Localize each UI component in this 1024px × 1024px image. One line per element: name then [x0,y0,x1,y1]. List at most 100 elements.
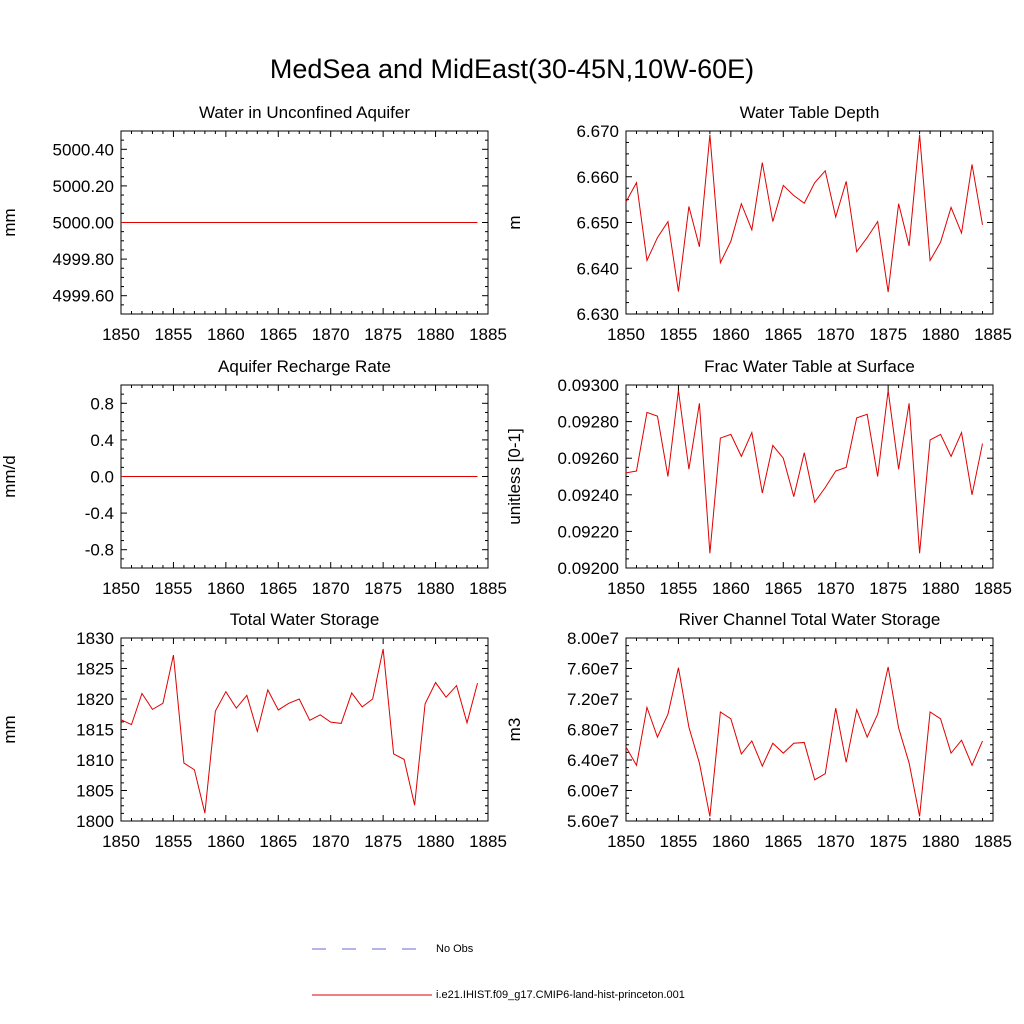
chart-4-ytick-label: 0.09240 [558,486,619,505]
chart-3: Aquifer Recharge Rate mm/d 1850 1855 1860 186… [0,357,507,598]
chart-1-ytick-label: 5000.40 [53,140,114,159]
chart-4-xtick-label: 1885 [974,579,1012,598]
chart-3-ytick-label: -0.8 [85,541,114,560]
chart-5-ytick-label: 1830 [76,629,114,648]
chart-6-title: River Channel Total Water Storage [679,610,941,629]
chart-1-xtick-label: 1860 [207,325,245,344]
chart-3-ylabel: mm/d [0,455,19,498]
chart-3-xtick-label: 1870 [312,579,350,598]
chart-4: Frac Water Table at Surface unitless [0-1… [505,357,1012,598]
chart-2-xtick-label: 1885 [974,325,1012,344]
chart-3-xtick-label: 1855 [155,579,193,598]
chart-4-ytick-label: 0.09300 [558,376,619,395]
chart-5-xtick-label: 1855 [155,832,193,851]
legend-model-line [312,994,432,996]
chart-3-xtick-label: 1865 [259,579,297,598]
chart-1-ytick-label: 5000.20 [53,177,114,196]
chart-4-xtick-label: 1875 [869,579,907,598]
chart-6-xtick-label: 1865 [764,832,802,851]
chart-4-xtick-label: 1880 [922,579,960,598]
chart-5-xtick-label: 1865 [259,832,297,851]
chart-5: Total Water Storage mm 1850 1855 1860 1865 187… [0,610,507,851]
chart-2-xtick-label: 1860 [712,325,750,344]
chart-5-ytick-label: 1820 [76,690,114,709]
chart-6-frame [625,637,994,822]
chart-6-ytick-label: 8.00e7 [567,629,619,648]
chart-4-xtick-label: 1850 [607,579,645,598]
legend-obs-label: No Obs [436,943,474,955]
chart-6-ytick-label: 7.20e7 [567,690,619,709]
chart-1-xtick-label: 1865 [259,325,297,344]
chart-4-ytick-label: 0.09260 [558,449,619,468]
chart-2-series-line [625,134,984,293]
chart-5-series-line [120,648,478,814]
chart-4-series-line [625,390,983,554]
chart-6-ytick-label: 6.00e7 [567,782,619,801]
chart-6-ylabel: m3 [505,718,524,742]
chart-1-xtick-label: 1870 [312,325,350,344]
chart-5-ytick-label: 1800 [76,812,114,831]
chart-2-ytick-label: 6.660 [576,168,619,187]
chart-1-xtick-label: 1850 [102,325,140,344]
chart-5-xtick-label: 1860 [207,832,245,851]
chart-5-xtick-label: 1870 [312,832,350,851]
chart-3-ytick-label: 0.0 [90,468,114,487]
chart-6-ytick-label: 6.40e7 [567,751,619,770]
chart-1-ytick-label: 4999.60 [53,287,114,306]
chart-5-ylabel: mm [0,715,19,743]
chart-3-xtick-label: 1880 [417,579,455,598]
chart-5-xtick-label: 1850 [102,832,140,851]
chart-6-ytick-label: 5.60e7 [567,812,619,831]
chart-6: River Channel Total Water Storage m3 1850 1… [505,610,1012,851]
chart-1-xtick-label: 1885 [469,325,507,344]
chart-6-series-line [625,666,983,817]
chart-3-ytick-label: 0.8 [90,394,114,413]
legend-model-label: i.e21.IHIST.f09_g17.CMIP6-land-hist-prin… [436,989,685,1001]
chart-1-xtick-label: 1855 [155,325,193,344]
figure-title: MedSea and MidEast(30-45N,10W-60E) [269,54,755,84]
chart-6-xtick-label: 1885 [974,832,1012,851]
chart-4-ylabel: unitless [0-1] [505,428,524,524]
chart-3-ytick-label: 0.4 [90,431,114,450]
chart-4-ytick-label: 0.09280 [558,413,619,432]
chart-4-ytick-label: 0.09220 [558,522,619,541]
chart-5-xtick-label: 1875 [364,832,402,851]
chart-2-xtick-label: 1850 [607,325,645,344]
chart-5-ytick-label: 1815 [76,721,114,740]
chart-6-xtick-label: 1850 [607,832,645,851]
chart-5-frame [120,637,489,822]
chart-1-xtick-label: 1875 [364,325,402,344]
chart-2-ylabel: m [505,215,524,229]
chart-3-xtick-label: 1885 [469,579,507,598]
chart-2-ytick-label: 6.640 [576,259,619,278]
chart-5-ytick-label: 1810 [76,751,114,770]
chart-2-xtick-label: 1875 [869,325,907,344]
chart-5-title: Total Water Storage [230,610,380,629]
chart-2-xtick-label: 1855 [660,325,698,344]
chart-4-title: Frac Water Table at Surface [704,357,915,376]
chart-3-xtick-label: 1875 [364,579,402,598]
chart-5-ytick-label: 1805 [76,782,114,801]
chart-2-title: Water Table Depth [740,103,880,122]
chart-2-xtick-label: 1865 [764,325,802,344]
chart-3-ytick-label: -0.4 [85,504,114,523]
chart-4-xtick-label: 1855 [660,579,698,598]
chart-6-ytick-label: 7.60e7 [567,660,619,679]
chart-4-xtick-label: 1865 [764,579,802,598]
chart-1-xtick-label: 1880 [417,325,455,344]
chart-1-ytick-label: 5000.00 [53,214,114,233]
chart-6-xtick-label: 1860 [712,832,750,851]
chart-2-xtick-label: 1870 [817,325,855,344]
chart-6-xtick-label: 1870 [817,832,855,851]
chart-3-xtick-label: 1860 [207,579,245,598]
chart-4-ytick-label: 0.09200 [558,559,619,578]
chart-2-frame [625,130,994,315]
chart-4-xtick-label: 1860 [712,579,750,598]
chart-1-ytick-label: 4999.80 [53,250,114,269]
chart-5-ytick-label: 1825 [76,660,114,679]
legend-obs-line [312,948,420,950]
chart-6-xtick-label: 1880 [922,832,960,851]
chart-6-xtick-label: 1855 [660,832,698,851]
